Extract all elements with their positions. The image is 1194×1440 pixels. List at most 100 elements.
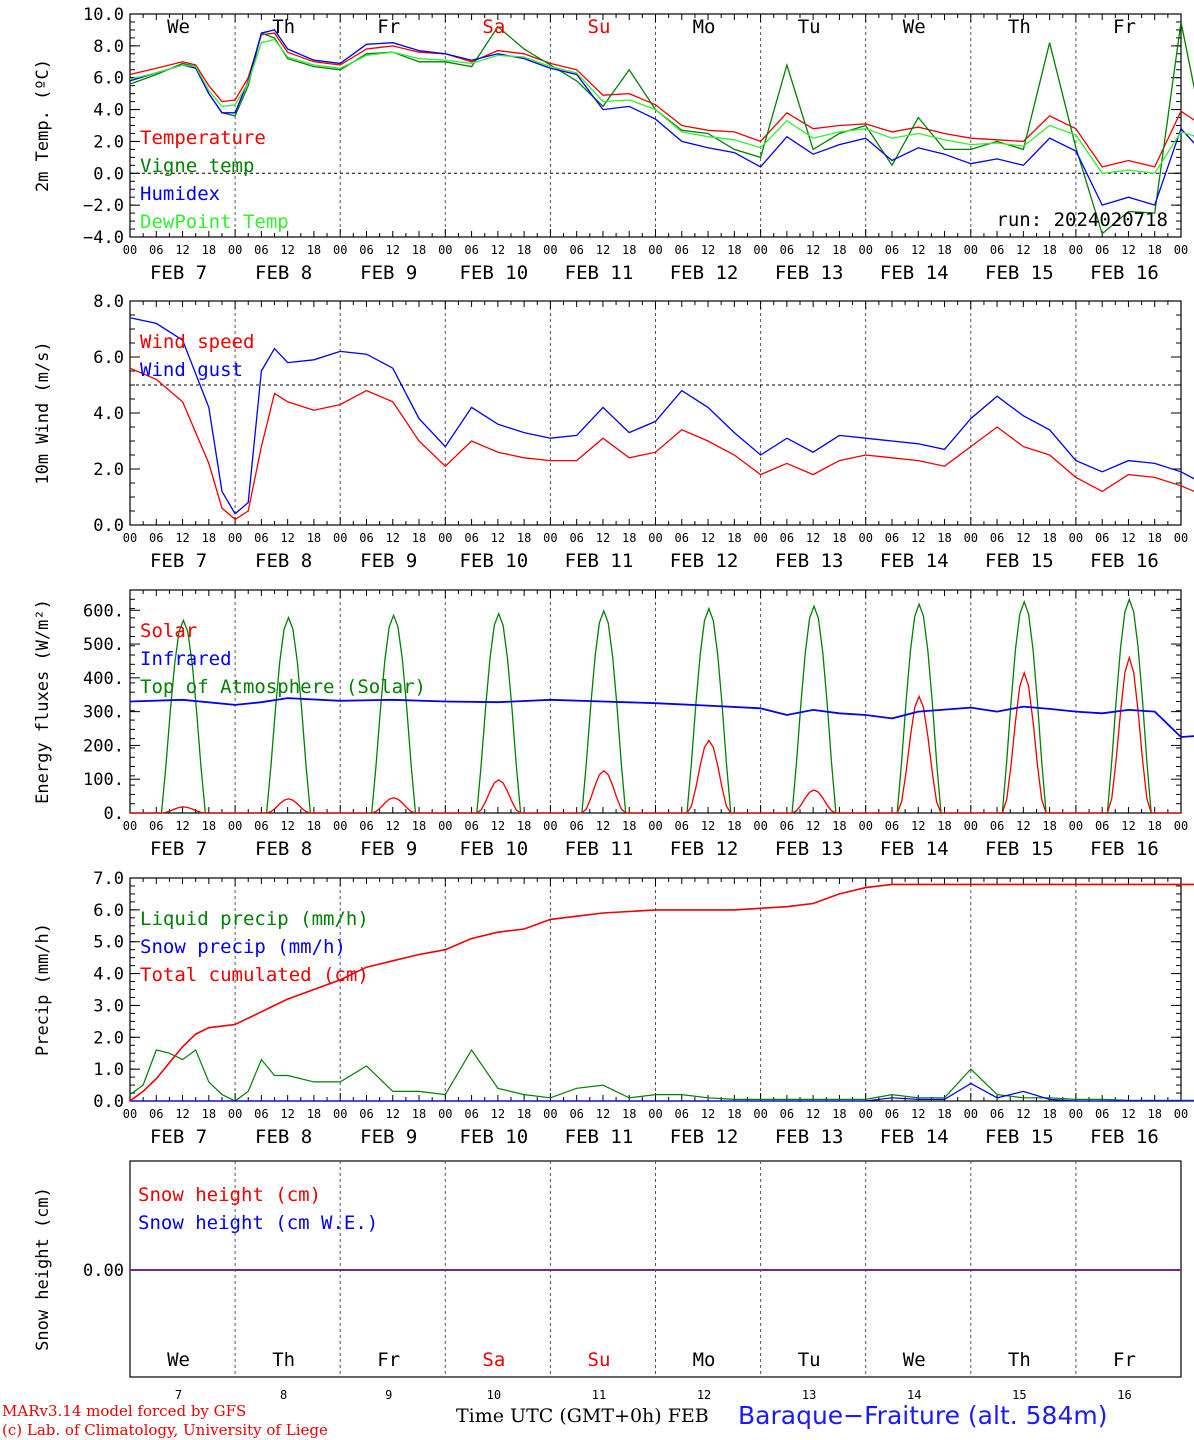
weekday-label: Mo — [693, 1349, 716, 1371]
date-label: FEB 10 — [460, 838, 529, 860]
y-tick-label: 0.00 — [83, 1261, 124, 1281]
precip-legend-1: Snow precip (mm/h) — [140, 936, 346, 958]
day-number-label: 12 — [697, 1388, 711, 1402]
hour-tick-label: 12 — [1016, 243, 1030, 257]
weekday-label: We — [903, 16, 926, 38]
date-label: FEB 15 — [985, 550, 1054, 572]
hour-tick-label: 00 — [648, 819, 662, 833]
hour-tick-label: 00 — [1069, 531, 1083, 545]
date-label: FEB 11 — [565, 550, 634, 572]
hour-tick-label: 18 — [517, 531, 531, 545]
hour-tick-label: 06 — [464, 1107, 478, 1121]
hour-tick-label: 06 — [885, 243, 899, 257]
hour-tick-label: 06 — [149, 1107, 163, 1121]
hour-tick-label: 18 — [307, 819, 321, 833]
hour-tick-label: 00 — [1069, 243, 1083, 257]
hour-tick-label: 00 — [1069, 1107, 1083, 1121]
hour-tick-label: 06 — [675, 531, 689, 545]
hour-tick-label: 06 — [1095, 819, 1109, 833]
weekday-label: Sa — [482, 1349, 505, 1371]
hour-tick-label: 18 — [412, 243, 426, 257]
y-tick-label: 8.0 — [93, 292, 124, 312]
hour-tick-label: 18 — [727, 243, 741, 257]
hour-tick-label: 12 — [911, 819, 925, 833]
model-credit: MARv3.14 model forced by GFS — [2, 1402, 247, 1420]
hour-tick-label: 18 — [622, 819, 636, 833]
y-tick-label: 6.0 — [93, 69, 124, 89]
hour-tick-label: 06 — [990, 1107, 1004, 1121]
y-tick-label: 300. — [83, 703, 124, 723]
date-label: FEB 16 — [1090, 262, 1159, 284]
hour-tick-label: 12 — [280, 1107, 294, 1121]
hour-tick-label: 06 — [885, 1107, 899, 1121]
weekday-label: Th — [272, 16, 295, 38]
hour-tick-label: 12 — [596, 531, 610, 545]
y-tick-label: 4.0 — [93, 101, 124, 121]
y-tick-label: −4.0 — [83, 228, 124, 248]
hour-tick-label: 12 — [1121, 531, 1135, 545]
hour-tick-label: 12 — [280, 243, 294, 257]
day-number-label: 16 — [1117, 1388, 1131, 1402]
hour-tick-label: 12 — [491, 531, 505, 545]
hour-tick-label: 12 — [1016, 531, 1030, 545]
day-number-label: 9 — [385, 1388, 392, 1402]
hour-tick-label: 00 — [1174, 819, 1188, 833]
hour-tick-label: 00 — [1069, 819, 1083, 833]
y-tick-label: 6.0 — [93, 901, 124, 921]
y-tick-label: 5.0 — [93, 933, 124, 953]
day-number-label: 15 — [1012, 1388, 1026, 1402]
y-tick-label: 0.0 — [93, 1092, 124, 1112]
wind-legend-1: Wind gust — [140, 359, 243, 381]
date-label: FEB 13 — [775, 262, 844, 284]
date-label: FEB 14 — [880, 550, 949, 572]
date-label: FEB 13 — [775, 550, 844, 572]
hour-tick-label: 12 — [175, 819, 189, 833]
date-label: FEB 9 — [360, 838, 417, 860]
hour-tick-label: 06 — [990, 819, 1004, 833]
date-label: FEB 8 — [255, 1126, 312, 1148]
y-tick-label: 500. — [83, 635, 124, 655]
hour-tick-label: 06 — [149, 243, 163, 257]
weekday-label: Fr — [377, 16, 400, 38]
day-number-label: 11 — [592, 1388, 606, 1402]
weekday-label: We — [903, 1349, 926, 1371]
hour-tick-label: 00 — [964, 819, 978, 833]
hour-tick-label: 00 — [1174, 531, 1188, 545]
station-name: Baraque−Fraiture (alt. 584m) — [738, 1401, 1108, 1430]
hour-tick-label: 00 — [123, 1107, 137, 1121]
date-label: FEB 10 — [460, 262, 529, 284]
hour-tick-label: 18 — [1042, 819, 1056, 833]
weekday-label: Tu — [798, 16, 821, 38]
hour-tick-label: 00 — [228, 1107, 242, 1121]
hour-tick-label: 12 — [701, 531, 715, 545]
hour-tick-label: 06 — [359, 819, 373, 833]
hour-tick-label: 00 — [438, 1107, 452, 1121]
precip-series-2 — [129, 883, 1194, 1102]
hour-tick-label: 06 — [780, 243, 794, 257]
hour-tick-label: 06 — [1095, 243, 1109, 257]
hour-tick-label: 06 — [464, 819, 478, 833]
hour-tick-label: 06 — [254, 1107, 268, 1121]
hour-tick-label: 00 — [333, 1107, 347, 1121]
hour-tick-label: 12 — [701, 819, 715, 833]
hour-tick-label: 00 — [1174, 1107, 1188, 1121]
hour-tick-label: 18 — [307, 1107, 321, 1121]
hour-tick-label: 18 — [412, 819, 426, 833]
energy-legend-1: Infrared — [140, 648, 232, 670]
wind-series-0 — [129, 367, 1194, 521]
weekday-label: Th — [1008, 16, 1031, 38]
date-label: FEB 15 — [985, 838, 1054, 860]
hour-tick-label: 00 — [333, 243, 347, 257]
hour-tick-label: 12 — [386, 1107, 400, 1121]
date-label: FEB 8 — [255, 262, 312, 284]
hour-tick-label: 06 — [990, 531, 1004, 545]
hour-tick-label: 06 — [464, 243, 478, 257]
date-label: FEB 9 — [360, 1126, 417, 1148]
hour-tick-label: 00 — [648, 531, 662, 545]
y-tick-label: 200. — [83, 736, 124, 756]
date-label: FEB 7 — [150, 838, 207, 860]
hour-tick-label: 06 — [359, 243, 373, 257]
snow-legend-1: Snow height (cm W.E.) — [138, 1212, 378, 1234]
hour-tick-label: 12 — [806, 819, 820, 833]
